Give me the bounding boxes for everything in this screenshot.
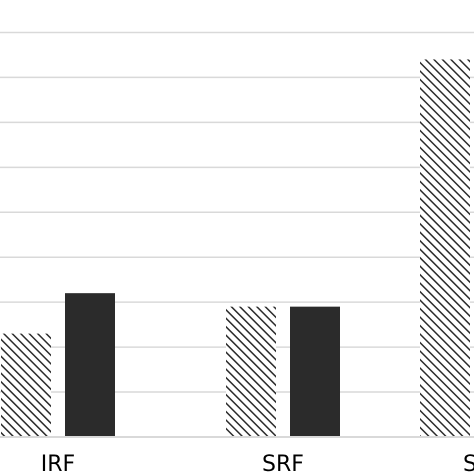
bar-srf-solid [290, 306, 340, 437]
bar-srf-hatched [226, 306, 276, 437]
x-tick-labels: IRF SRF Su [41, 452, 474, 474]
x-tick-label: IRF [41, 452, 75, 474]
bars [1, 59, 470, 437]
bar-irf-solid [65, 293, 115, 437]
bar-irf-hatched [1, 333, 51, 437]
x-tick-label: SRF [262, 452, 304, 474]
bar-su-hatched [420, 59, 470, 437]
x-tick-label: Su [463, 452, 474, 474]
